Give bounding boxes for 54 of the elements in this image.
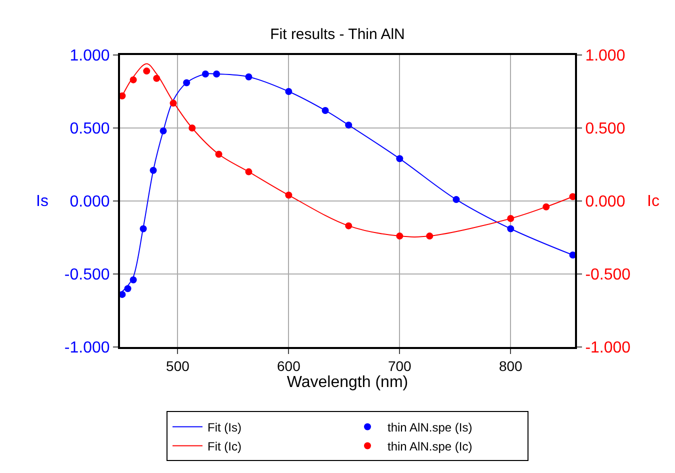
chart-title: Fit results - Thin AlN (270, 26, 405, 43)
point (124, 285, 132, 292)
y2-tick-label: -0.500 (585, 266, 631, 284)
point (452, 196, 460, 204)
point (507, 225, 514, 232)
y2-tick-label: 0.000 (585, 194, 626, 211)
point (215, 150, 222, 158)
point (202, 70, 209, 78)
point (160, 127, 167, 134)
y-tick-label: -0.500 (64, 266, 110, 284)
point (507, 215, 514, 222)
point (426, 232, 434, 240)
legend-label: thin AlN.spe (Is) (388, 420, 472, 434)
point (213, 70, 220, 78)
point (569, 252, 575, 259)
x-tick-label: 500 (166, 358, 190, 374)
y-tick-label: 1.000 (70, 48, 110, 65)
y2-tick-label: 1.000 (585, 48, 626, 65)
legend-label: thin AlN.spe (Ic) (388, 439, 472, 454)
point (130, 76, 137, 84)
y2-tick-label: -1.000 (585, 340, 631, 357)
x-tick-label: 600 (277, 358, 301, 374)
point (345, 222, 352, 230)
point (245, 168, 252, 176)
point (542, 203, 550, 210)
x-tick-label: 700 (388, 358, 412, 374)
point (183, 79, 190, 86)
point (285, 88, 292, 95)
legend-label: Fit (Is) (208, 420, 242, 434)
point (120, 92, 126, 100)
point (245, 73, 252, 80)
point (569, 193, 575, 200)
y2-tick-label: 0.500 (585, 120, 626, 138)
x-tick-label: 800 (498, 358, 523, 374)
point (153, 74, 160, 82)
point (322, 106, 329, 114)
point (396, 155, 404, 162)
y-tick-label: -1.000 (64, 340, 110, 357)
point (120, 290, 126, 298)
point (345, 122, 352, 129)
point (396, 232, 404, 240)
point (285, 192, 292, 199)
point (130, 276, 137, 284)
y2-axis-title: Ic (647, 193, 660, 210)
x-axis-title: Wavelength (nm) (286, 374, 408, 391)
y-axis-title: Is (36, 193, 48, 210)
point (150, 166, 157, 174)
y-tick-label: 0.500 (70, 120, 110, 138)
point (170, 100, 177, 107)
point (143, 68, 150, 75)
y-tick-label: 0.000 (70, 194, 110, 211)
legend-label: Fit (Ic) (208, 439, 242, 454)
point (188, 124, 196, 132)
point (140, 225, 147, 232)
